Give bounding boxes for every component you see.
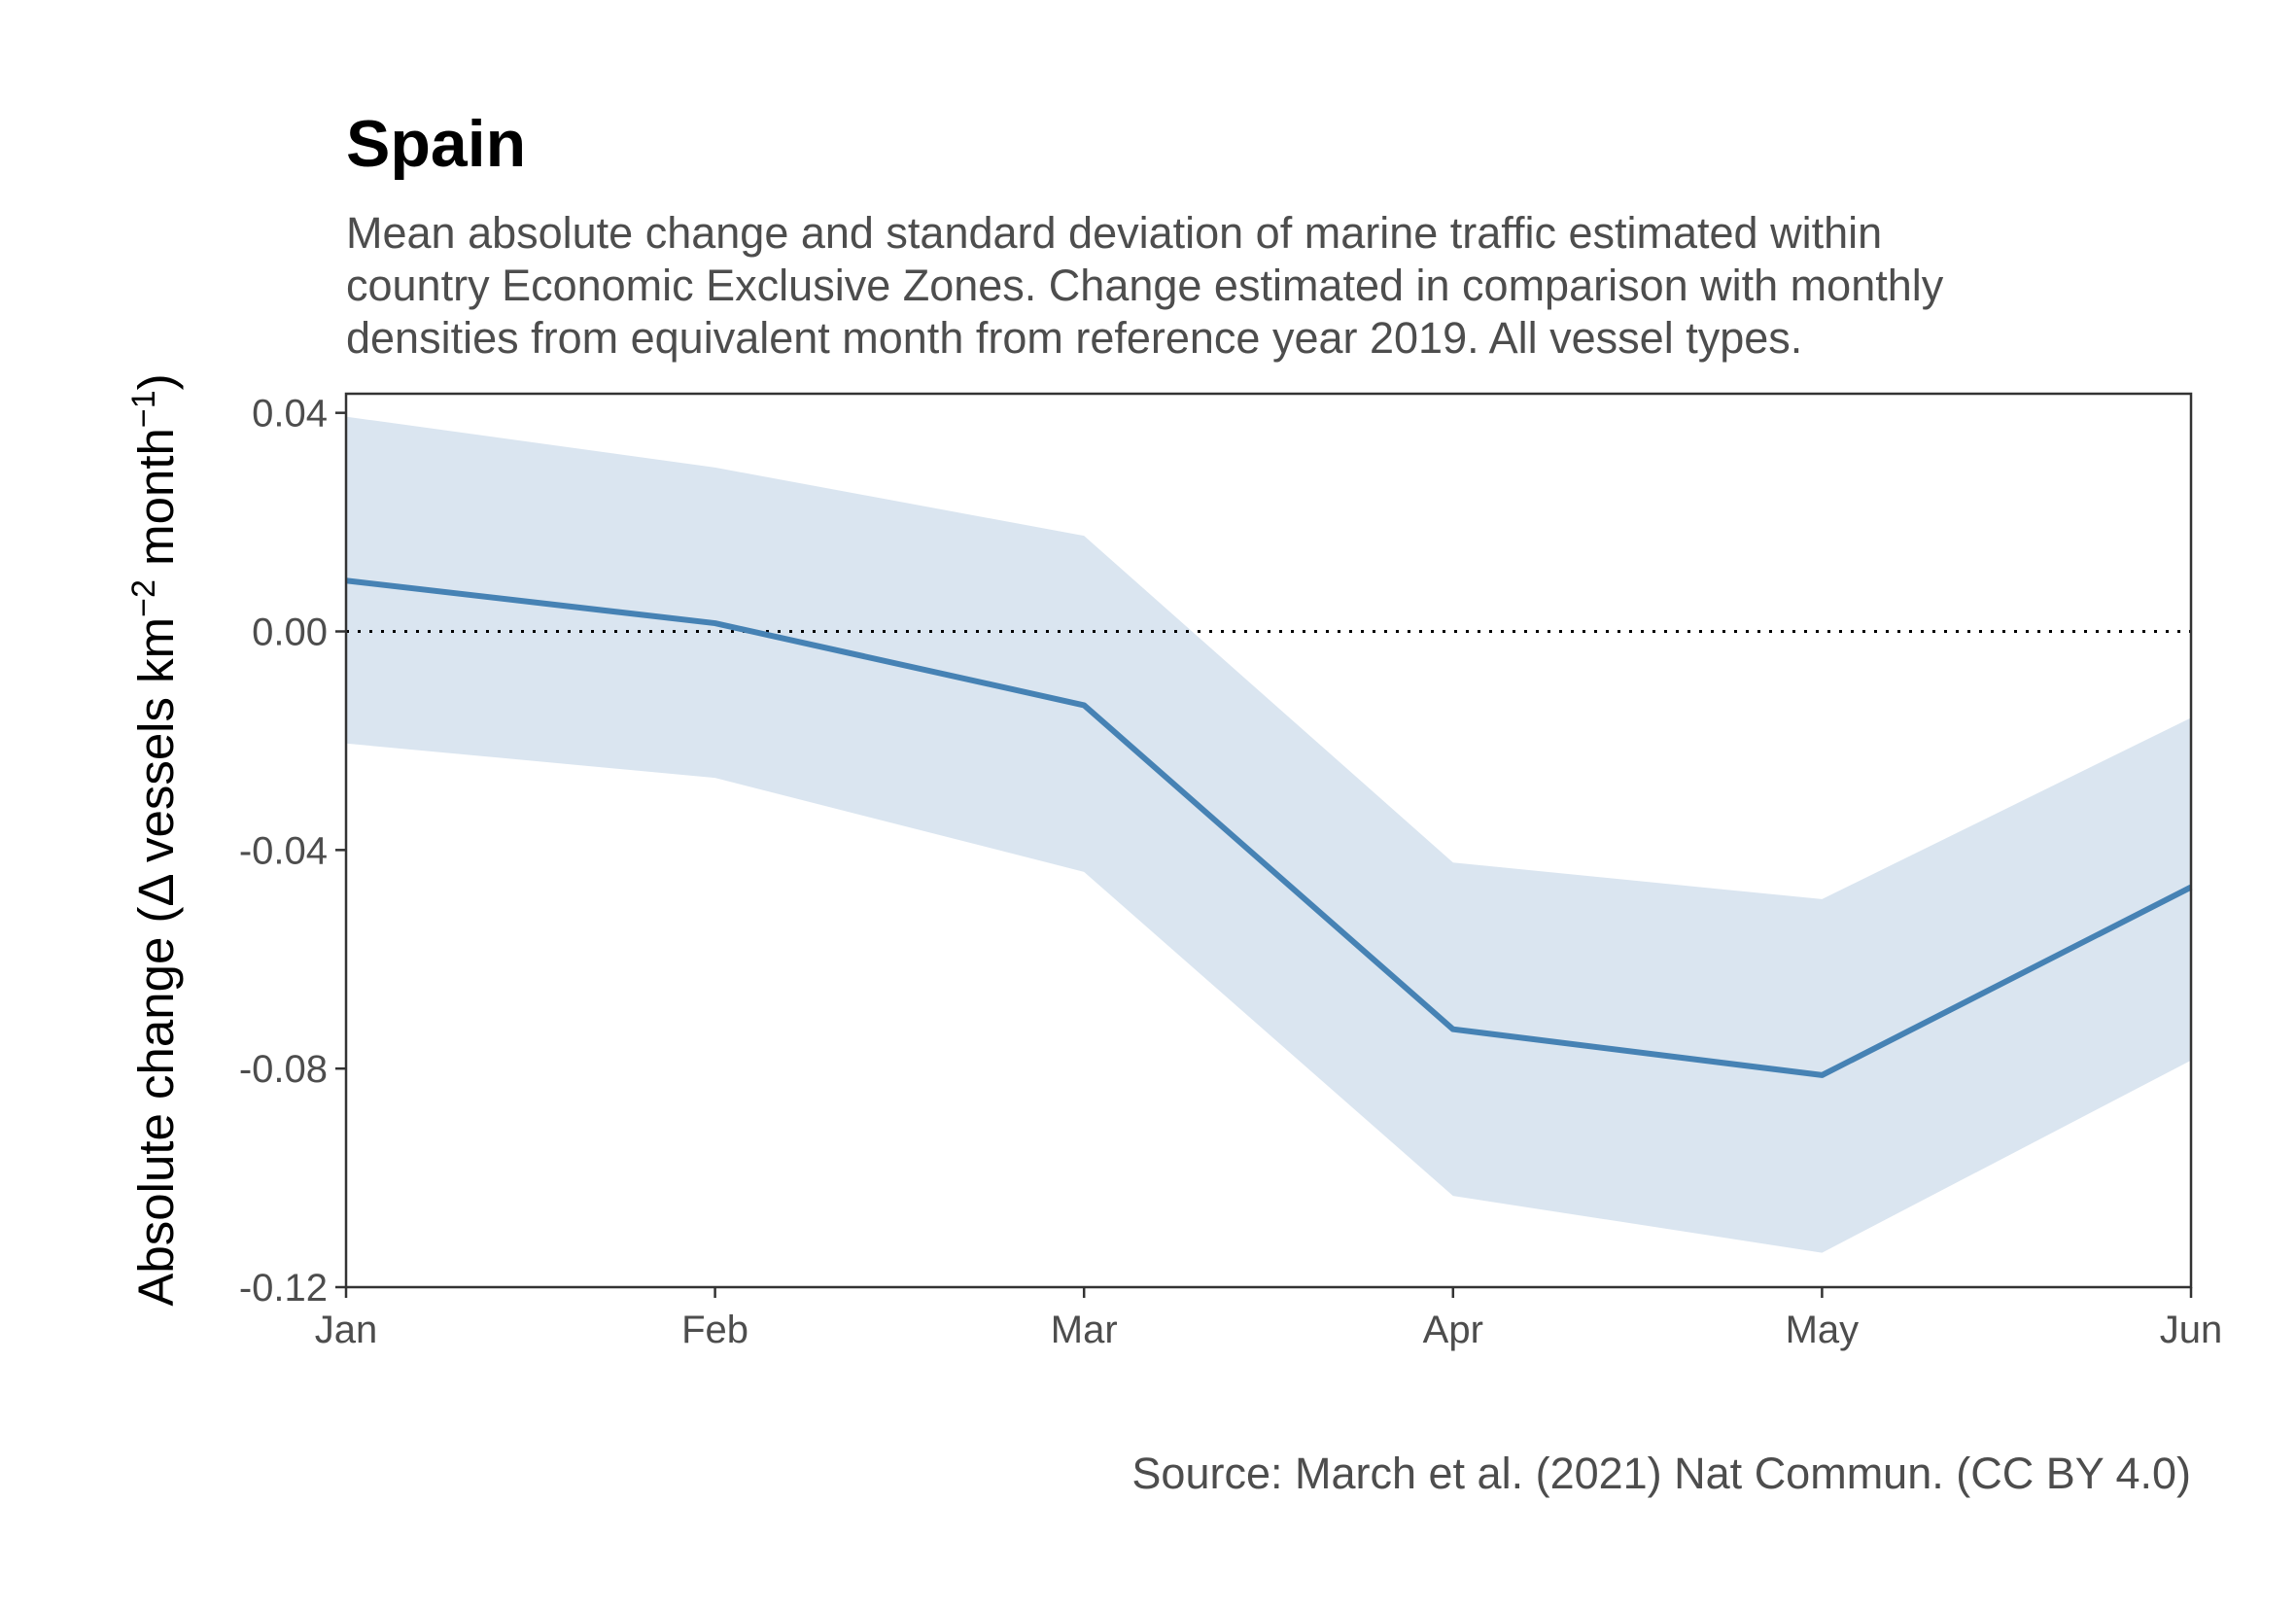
y-tick-label: 0.00 xyxy=(252,611,328,654)
chart-subtitle-line-2: country Economic Exclusive Zones. Change… xyxy=(346,261,1944,310)
sd-band-layer xyxy=(346,416,2191,1253)
chart-caption: Source: March et al. (2021) Nat Commun. … xyxy=(1131,1449,2191,1498)
y-axis-title-month: month xyxy=(128,428,184,579)
x-tick-label-jun: Jun xyxy=(2160,1309,2223,1351)
y-axis-title-superscript-km: −2 xyxy=(125,579,162,617)
chart-subtitle-line-3: densities from equivalent month from ref… xyxy=(346,313,1802,363)
plot-panel-border xyxy=(344,392,2193,1289)
y-tick-label: -0.08 xyxy=(239,1048,328,1091)
sd-band xyxy=(346,416,2191,1253)
x-tick-label-feb: Feb xyxy=(681,1309,748,1351)
y-tick-label: -0.04 xyxy=(239,829,328,872)
y-axis: 0.04 0.00 -0.04 -0.08 -0.12 xyxy=(239,393,346,1310)
x-axis: Jan Feb Mar Apr May Jun xyxy=(315,1287,2223,1351)
x-tick-label-apr: Apr xyxy=(1423,1309,1483,1351)
y-axis-title-delta: Δ xyxy=(128,874,184,906)
mean-change-line xyxy=(345,577,2193,1078)
x-tick-label-mar: Mar xyxy=(1051,1309,1118,1351)
y-axis-title-body: vessels km xyxy=(128,617,184,876)
x-tick-label-jan: Jan xyxy=(315,1309,378,1351)
chart-subtitle-line-1: Mean absolute change and standard deviat… xyxy=(346,208,1882,258)
y-tick-label: -0.12 xyxy=(239,1267,328,1310)
chart-title: Spain xyxy=(346,107,526,181)
y-tick-label: 0.04 xyxy=(252,393,328,436)
y-axis-title-suffix: ) xyxy=(128,373,184,390)
y-axis-title-prefix: Absolute change ( xyxy=(128,906,184,1306)
y-axis-title-superscript-month: −1 xyxy=(125,390,162,428)
y-axis-title: Absolute change (Δ vessels km−2 month−1) xyxy=(125,373,184,1306)
x-tick-label-may: May xyxy=(1786,1309,1860,1351)
